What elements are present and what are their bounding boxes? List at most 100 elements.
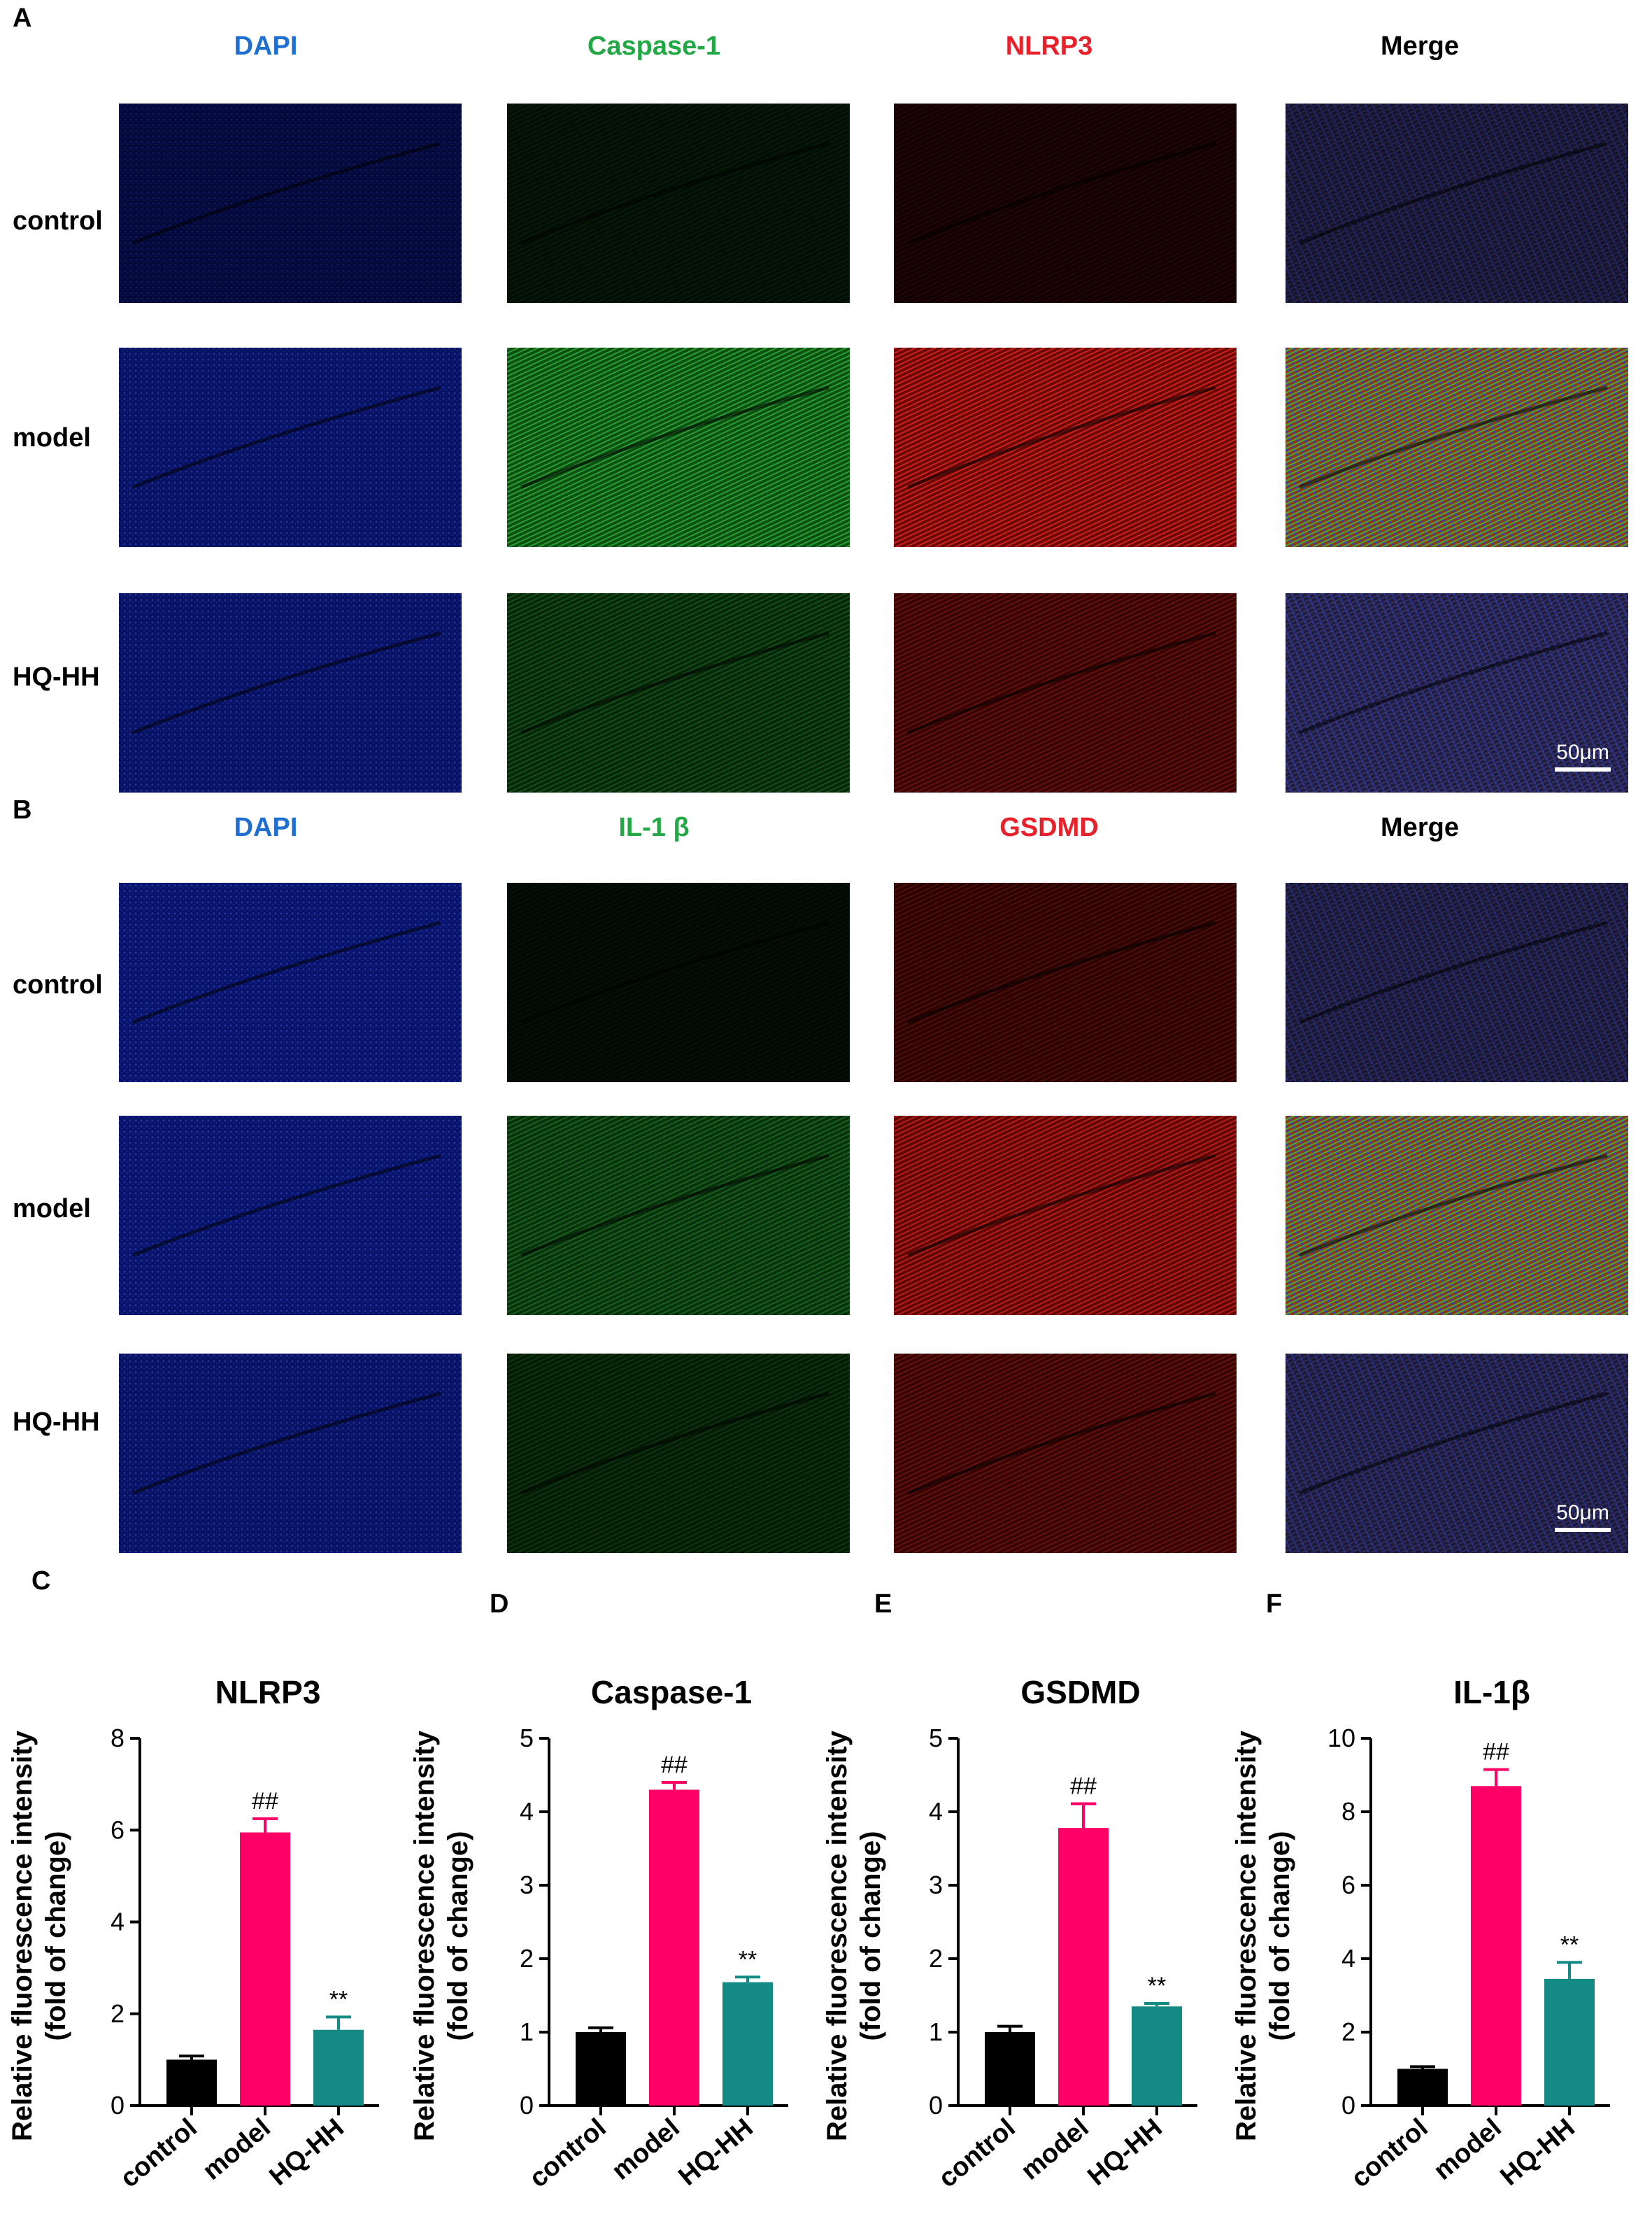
row-label-model: model (13, 423, 91, 453)
tissue-crack (907, 1154, 1216, 1257)
y-tick-label: 6 (1341, 1871, 1355, 1899)
micrograph-signal-green-control (507, 104, 850, 303)
panel-letter-e: E (874, 1589, 892, 1619)
scale-bar-label: 50μm (1556, 741, 1609, 764)
column-label-red: GSDMD (999, 813, 1098, 842)
y-tick-label: 4 (520, 1797, 534, 1826)
significance-mark: ** (1148, 1973, 1166, 1999)
y-tick-label: 2 (929, 1944, 943, 1973)
significance-mark: ## (1070, 1773, 1097, 1799)
tissue-crack (132, 385, 441, 489)
bar-model (1058, 1828, 1109, 2106)
significance-mark: ## (1483, 1739, 1509, 1766)
chart-title: NLRP3 (215, 1674, 321, 1710)
column-label-blue: DAPI (234, 813, 298, 842)
tissue-crack (520, 1154, 829, 1257)
scale-bar (1555, 767, 1611, 772)
y-tick-label: 2 (111, 1999, 124, 2028)
tissue-crack (907, 385, 1216, 489)
tissue-crack (132, 921, 441, 1024)
y-tick-label: 4 (1341, 1944, 1355, 1973)
y-axis-label: Relative fluorescence intensity (7, 1730, 38, 2141)
tissue-crack (907, 141, 1216, 245)
micrograph-signal-blue-model (119, 348, 462, 547)
x-tick-label: model (1428, 2113, 1507, 2186)
micrograph-signal-merge-hq-hh (1286, 1354, 1628, 1553)
tissue-crack (132, 141, 441, 245)
significance-mark: ** (1560, 1931, 1579, 1958)
micrograph-signal-merge-control (1286, 883, 1628, 1082)
micrograph-signal-green-hq-hh (507, 593, 850, 793)
tissue-crack (520, 141, 829, 245)
x-tick-label: model (606, 2113, 685, 2186)
tissue-crack (520, 1391, 829, 1495)
panel-letter-f: F (1266, 1589, 1282, 1619)
micrograph-signal-green-control (507, 883, 850, 1082)
chart-title: Caspase-1 (591, 1674, 752, 1710)
y-tick-label: 4 (111, 1908, 124, 1936)
y-axis-label: (fold of change) (443, 1831, 473, 2041)
micrograph-signal-green-model (507, 348, 850, 547)
chart-c: C NLRP3 Relative fluorescence intensity (fo… (7, 1566, 379, 2194)
tissue-crack (907, 921, 1216, 1024)
tissue-crack (520, 921, 829, 1024)
micrograph-signal-green-hq-hh (507, 1354, 850, 1553)
tissue-crack (132, 631, 441, 735)
y-tick-label: 0 (1341, 2091, 1355, 2120)
y-tick-label: 0 (111, 2091, 124, 2120)
bar-model (240, 1832, 290, 2106)
micrograph-signal-blue-hq-hh (119, 1354, 462, 1553)
tissue-crack (1299, 141, 1608, 245)
column-label-merge: Merge (1381, 813, 1459, 842)
y-tick-label: 2 (1341, 2017, 1355, 2046)
y-tick-label: 4 (929, 1797, 943, 1826)
bar-model (1471, 1786, 1521, 2106)
column-label-blue: DAPI (234, 31, 298, 61)
panel-letter-a: A (13, 3, 31, 33)
bar-control (985, 2032, 1035, 2106)
chart-e: E GSDMD Relative fluorescence intensity (fo… (822, 1589, 1197, 2194)
bar-control (1397, 2069, 1448, 2106)
panel-a: A DAPI Caspase-1 NLRP3 Merge control model HQ-H… (13, 3, 1628, 793)
y-tick-label: 2 (520, 1944, 534, 1973)
micrograph-signal-merge-model (1286, 1116, 1628, 1315)
y-tick-label: 5 (520, 1724, 534, 1752)
chart-d: D Caspase-1 Relative fluorescence intensit… (409, 1589, 788, 2194)
micrograph-signal-merge-hq-hh (1286, 593, 1628, 793)
micrograph-signal-red-control (894, 883, 1237, 1082)
y-tick-label: 0 (929, 2091, 943, 2120)
y-tick-label: 1 (520, 2017, 534, 2046)
bar-hq-hh (313, 2029, 364, 2106)
bar-control (166, 2059, 217, 2106)
y-tick-label: 3 (520, 1871, 534, 1899)
significance-mark: ## (252, 1788, 278, 1815)
column-label-red: NLRP3 (1006, 31, 1093, 61)
micrograph-panels: A DAPI Caspase-1 NLRP3 Merge control model HQ-H… (13, 3, 1628, 1553)
micrograph-signal-merge-control (1286, 104, 1628, 303)
panel-b: B DAPI IL-1 β GSDMD Merge control model HQ-HH 50… (13, 795, 1628, 1553)
micrograph-signal-red-model (894, 348, 1237, 547)
significance-mark: ## (661, 1752, 688, 1778)
y-axis-label: (fold of change) (41, 1831, 71, 2041)
x-tick-label: HQ-HH (1495, 2113, 1580, 2192)
x-tick-label: model (1016, 2113, 1095, 2186)
y-axis-label: (fold of change) (1265, 1831, 1295, 2041)
y-tick-label: 0 (520, 2091, 534, 2120)
y-tick-label: 5 (929, 1724, 943, 1752)
micrograph-signal-merge-model (1286, 348, 1628, 547)
row-label-control: control (13, 970, 103, 1000)
micrograph-signal-blue-control (119, 104, 462, 303)
tissue-crack (907, 1391, 1216, 1495)
panel-letter-b: B (13, 795, 31, 825)
y-tick-label: 6 (111, 1815, 124, 1844)
bar-hq-hh (722, 1982, 773, 2106)
bar-hq-hh (1132, 2006, 1182, 2106)
chart-title: IL-1β (1453, 1674, 1530, 1710)
bar-hq-hh (1544, 1978, 1595, 2106)
column-label-green: IL-1 β (618, 813, 689, 842)
tissue-crack (1299, 1154, 1608, 1257)
micrograph-signal-red-model (894, 1116, 1237, 1315)
tissue-crack (1299, 921, 1608, 1024)
x-tick-label: control (1346, 2113, 1434, 2194)
